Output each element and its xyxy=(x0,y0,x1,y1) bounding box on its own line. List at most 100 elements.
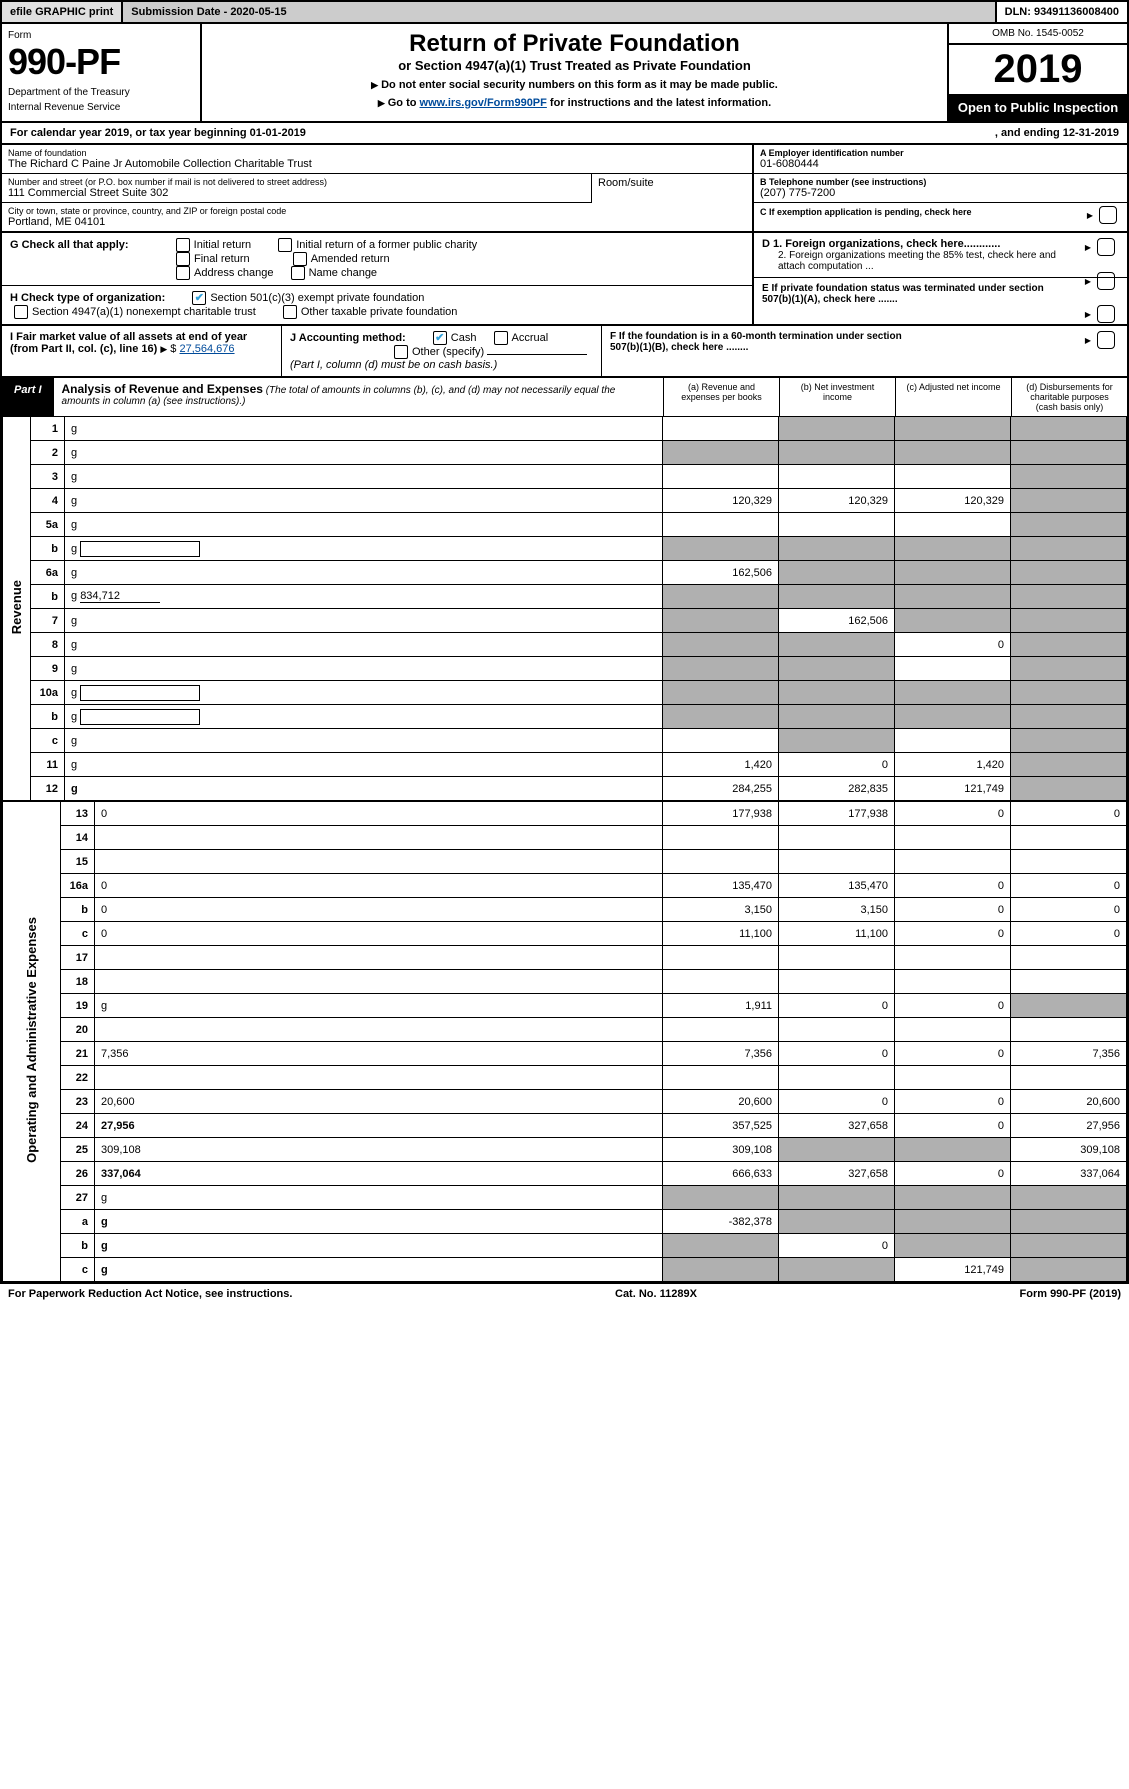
room-cell: Room/suite xyxy=(592,174,752,203)
header-left: Form 990-PF Department of the Treasury I… xyxy=(2,24,202,121)
table-row: c g 121,749 xyxy=(3,1258,1127,1282)
f-cell: F If the foundation is in a 60-month ter… xyxy=(602,326,1127,376)
c-checkbox[interactable] xyxy=(1099,206,1117,224)
table-row: 14 xyxy=(3,826,1127,850)
g2-checkbox[interactable] xyxy=(278,238,292,252)
d2-checkbox[interactable] xyxy=(1097,272,1115,290)
table-row: b g 0 xyxy=(3,1234,1127,1258)
e-row: E If private foundation status was termi… xyxy=(754,278,1127,310)
j2-checkbox[interactable] xyxy=(494,331,508,345)
j3-checkbox[interactable] xyxy=(394,345,408,359)
header-mid: Return of Private Foundation or Section … xyxy=(202,24,947,121)
table-row: 26 337,064 666,633327,6580337,064 xyxy=(3,1162,1127,1186)
ein-cell: A Employer identification number 01-6080… xyxy=(754,145,1127,174)
part1-header: Part I Analysis of Revenue and Expenses … xyxy=(2,378,1127,416)
g1-checkbox[interactable] xyxy=(176,238,190,252)
form-subtitle: or Section 4947(a)(1) Trust Treated as P… xyxy=(214,58,935,73)
name-cell: Name of foundation The Richard C Paine J… xyxy=(2,145,752,174)
period-end: , and ending 12-31-2019 xyxy=(995,127,1119,139)
g3-checkbox[interactable] xyxy=(176,252,190,266)
footer-right: Form 990-PF (2019) xyxy=(1020,1288,1122,1300)
table-row: 23 20,600 20,6000020,600 xyxy=(3,1090,1127,1114)
table-row: c 0 11,10011,10000 xyxy=(3,922,1127,946)
top-bar: efile GRAPHIC print Submission Date - 20… xyxy=(0,0,1129,24)
h-row: H Check type of organization: ✔Section 5… xyxy=(2,286,752,324)
g6-checkbox[interactable] xyxy=(291,266,305,280)
city-cell: City or town, state or province, country… xyxy=(2,203,752,231)
table-row: Operating and Administrative Expenses 13… xyxy=(3,802,1127,826)
d1-checkbox[interactable] xyxy=(1097,238,1115,256)
table-row: 22 xyxy=(3,1066,1127,1090)
dln: DLN: 93491136008400 xyxy=(997,2,1127,22)
table-row: Revenue 1 g xyxy=(3,417,1127,441)
col-d-header: (d) Disbursements for charitable purpose… xyxy=(1011,378,1127,416)
e-checkbox[interactable] xyxy=(1097,305,1115,323)
table-row: 15 xyxy=(3,850,1127,874)
table-row: b g xyxy=(3,537,1127,561)
f-checkbox[interactable] xyxy=(1097,331,1115,349)
table-row: 2 g xyxy=(3,441,1127,465)
table-row: 19 g 1,91100 xyxy=(3,994,1127,1018)
goto-line: Go to www.irs.gov/Form990PF for instruct… xyxy=(214,97,935,109)
check-area: G Check all that apply: Initial return I… xyxy=(0,233,1129,326)
header-right: OMB No. 1545-0052 2019 Open to Public In… xyxy=(947,24,1127,121)
table-row: 18 xyxy=(3,970,1127,994)
exemption-cell: C If exemption application is pending, c… xyxy=(754,203,1127,221)
table-row: 16a 0 135,470135,47000 xyxy=(3,874,1127,898)
table-row: c g xyxy=(3,729,1127,753)
j-cell: J Accounting method: ✔Cash Accrual Other… xyxy=(282,326,602,376)
submission-date: Submission Date - 2020-05-15 xyxy=(123,2,996,22)
part1-desc: Analysis of Revenue and Expenses (The to… xyxy=(54,378,663,416)
form-title: Return of Private Foundation xyxy=(214,30,935,58)
table-row: b g xyxy=(3,705,1127,729)
form-number: 990-PF xyxy=(8,41,194,83)
footer-mid: Cat. No. 11289X xyxy=(615,1288,697,1300)
table-row: 25 309,108 309,108309,108 xyxy=(3,1138,1127,1162)
info-block: Name of foundation The Richard C Paine J… xyxy=(0,145,1129,233)
table-row: 24 27,956 357,525327,658027,956 xyxy=(3,1114,1127,1138)
footer: For Paperwork Reduction Act Notice, see … xyxy=(0,1284,1129,1304)
table-row: 21 7,356 7,356007,356 xyxy=(3,1042,1127,1066)
g4-checkbox[interactable] xyxy=(293,252,307,266)
h1-checkbox[interactable]: ✔ xyxy=(192,291,206,305)
table-row: 6a g 162,506 xyxy=(3,561,1127,585)
phone-cell: B Telephone number (see instructions) (2… xyxy=(754,174,1127,203)
part-1: Part I Analysis of Revenue and Expenses … xyxy=(0,378,1129,1284)
table-row: b g 834,712 xyxy=(3,585,1127,609)
table-row: 20 xyxy=(3,1018,1127,1042)
period-begin: For calendar year 2019, or tax year begi… xyxy=(10,127,995,139)
fmv-value[interactable]: 27,564,676 xyxy=(179,343,234,355)
col-a-header: (a) Revenue and expenses per books xyxy=(663,378,779,416)
col-b-header: (b) Net investment income xyxy=(779,378,895,416)
col-c-header: (c) Adjusted net income xyxy=(895,378,1011,416)
table-row: 7 g 162,506 xyxy=(3,609,1127,633)
open-public: Open to Public Inspection xyxy=(949,94,1127,121)
table-row: 3 g xyxy=(3,465,1127,489)
table-row: 12 g 284,255282,835121,749 xyxy=(3,777,1127,801)
form-word: Form xyxy=(8,30,194,41)
d-row: D 1. Foreign organizations, check here..… xyxy=(754,233,1127,278)
table-row: 8 g 0 xyxy=(3,633,1127,657)
table-row: b 0 3,1503,15000 xyxy=(3,898,1127,922)
j1-checkbox[interactable]: ✔ xyxy=(433,331,447,345)
part1-tag: Part I xyxy=(2,378,54,416)
table-row: a g -382,378 xyxy=(3,1210,1127,1234)
fmv-row: I Fair market value of all assets at end… xyxy=(0,326,1129,378)
g-row: G Check all that apply: Initial return I… xyxy=(2,233,752,286)
table-row: 5a g xyxy=(3,513,1127,537)
h2-checkbox[interactable] xyxy=(14,305,28,319)
g5-checkbox[interactable] xyxy=(176,266,190,280)
table-row: 27 g xyxy=(3,1186,1127,1210)
footer-left: For Paperwork Reduction Act Notice, see … xyxy=(8,1288,292,1300)
address-cell: Number and street (or P.O. box number if… xyxy=(2,174,592,203)
i-cell: I Fair market value of all assets at end… xyxy=(2,326,282,376)
irs: Internal Revenue Service xyxy=(8,102,194,113)
tax-year: 2019 xyxy=(949,45,1127,94)
revenue-table: Revenue 1 g 2 g 3 g 4 g 120,329120,32912… xyxy=(2,416,1127,801)
dept: Department of the Treasury xyxy=(8,87,194,98)
form-header: Form 990-PF Department of the Treasury I… xyxy=(0,24,1129,123)
table-row: 11 g 1,42001,420 xyxy=(3,753,1127,777)
irs-link[interactable]: www.irs.gov/Form990PF xyxy=(420,97,547,109)
h3-checkbox[interactable] xyxy=(283,305,297,319)
table-row: 17 xyxy=(3,946,1127,970)
